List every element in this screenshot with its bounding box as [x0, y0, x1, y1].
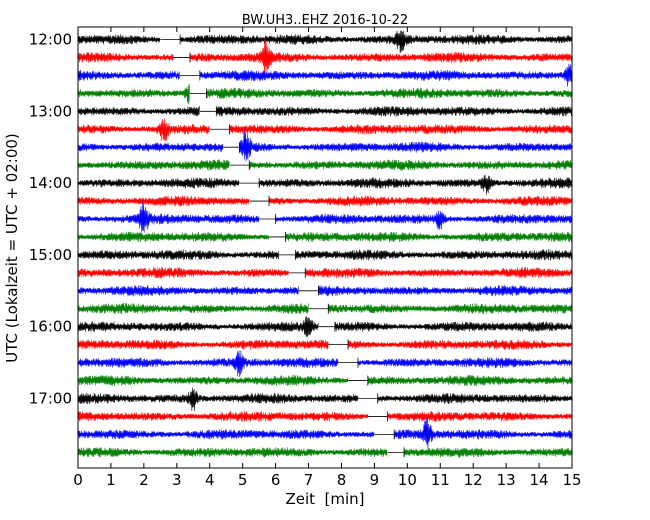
x-tick-label-2: 2: [139, 471, 149, 489]
trace-row-4-segment-1: [216, 105, 572, 117]
trace-row-10-segment-1: [275, 210, 572, 230]
trace-row-18-segment-1: [357, 357, 572, 369]
trace-row-21-segment-1: [387, 411, 572, 422]
trace-row-15-segment-1: [327, 303, 572, 315]
trace-row-19-segment-0: [78, 374, 349, 387]
x-axis-label: Zeit [min]: [285, 490, 364, 508]
y-tick-label-1: 13:00: [29, 102, 72, 120]
trace-row-7-segment-0: [78, 159, 230, 171]
x-tick-label-9: 9: [370, 471, 380, 489]
x-tick-label-6: 6: [271, 471, 281, 489]
trace-row-18-segment-0: [78, 350, 339, 377]
x-tick-label-1: 1: [106, 471, 116, 489]
plot-frame: [77, 26, 573, 469]
trace-row-13-segment-1: [304, 267, 572, 279]
y-tick-label-0: 12:00: [29, 31, 72, 49]
x-tick-label-13: 13: [497, 471, 516, 489]
trace-row-3-segment-0: [78, 84, 190, 105]
chart-title: BW.UH3..EHZ 2016-10-22: [242, 13, 408, 28]
x-tick-label-7: 7: [304, 471, 314, 489]
trace-row-1-segment-0: [78, 52, 174, 63]
x-tick-label-0: 0: [73, 471, 83, 489]
x-tick-label-10: 10: [398, 471, 417, 489]
x-tick-label-12: 12: [464, 471, 483, 489]
y-axis: 12:00 13:00 14:00 15:00 16:00 17:00: [29, 31, 572, 408]
trace-row-20-segment-1: [377, 392, 572, 405]
y-axis-label: UTC (Lokalzeit = UTC + 02:00): [3, 133, 21, 363]
y-tick-label-5: 17:00: [29, 390, 72, 408]
trace-row-6-segment-0: [78, 142, 224, 152]
trace-row-11-segment-1: [285, 231, 572, 243]
trace-row-8-segment-1: [258, 174, 572, 195]
trace-row-23-segment-1: [403, 447, 572, 458]
trace-row-16-segment-1: [334, 321, 572, 332]
y-tick-label-2: 14:00: [29, 174, 72, 192]
x-tick-label-8: 8: [337, 471, 347, 489]
trace-row-15-segment-0: [78, 303, 309, 315]
trace-row-10-segment-0: [78, 201, 260, 233]
x-tick-label-5: 5: [238, 471, 248, 489]
trace-row-22-segment-1: [393, 417, 572, 450]
trace-row-5-segment-0: [78, 118, 210, 142]
trace-group: [78, 30, 572, 458]
x-tick-label-4: 4: [205, 471, 215, 489]
x-axis: 0 1 2 3 4 5 6 7 8 9 10 11 12 13 14 15: [73, 27, 582, 489]
trace-row-2-segment-0: [78, 69, 180, 81]
trace-row-13-segment-0: [78, 267, 289, 279]
trace-row-19-segment-1: [367, 374, 572, 387]
trace-row-22-segment-0: [78, 429, 375, 440]
trace-row-5-segment-1: [229, 124, 572, 135]
trace-row-8-segment-0: [78, 177, 240, 189]
trace-row-14-segment-0: [78, 285, 299, 297]
trace-row-7-segment-1: [248, 159, 572, 171]
trace-row-16-segment-0: [78, 316, 319, 338]
trace-row-1-segment-1: [189, 39, 572, 78]
trace-row-0-segment-1: [179, 30, 572, 54]
trace-row-12-segment-1: [295, 249, 572, 261]
x-tick-label-11: 11: [431, 471, 450, 489]
trace-row-9-segment-1: [268, 195, 572, 207]
trace-row-23-segment-0: [78, 447, 388, 458]
trace-row-11-segment-0: [78, 231, 270, 243]
trace-row-12-segment-0: [78, 249, 279, 261]
x-tick-label-3: 3: [172, 471, 182, 489]
x-tick-label-14: 14: [530, 471, 549, 489]
trace-row-3-segment-1: [206, 87, 572, 99]
x-tick-label-15: 15: [562, 471, 581, 489]
trace-row-17-segment-0: [78, 339, 329, 350]
trace-row-20-segment-0: [78, 387, 359, 412]
trace-row-6-segment-1: [239, 130, 572, 162]
trace-row-4-segment-0: [78, 106, 200, 117]
trace-row-17-segment-1: [347, 339, 572, 351]
trace-row-0-segment-0: [78, 34, 161, 45]
trace-row-21-segment-0: [78, 411, 369, 422]
trace-row-9-segment-0: [78, 195, 250, 207]
trace-row-2-segment-1: [199, 63, 572, 87]
y-tick-label-4: 16:00: [29, 318, 72, 336]
trace-row-14-segment-1: [318, 285, 572, 297]
y-tick-label-3: 15:00: [29, 246, 72, 264]
